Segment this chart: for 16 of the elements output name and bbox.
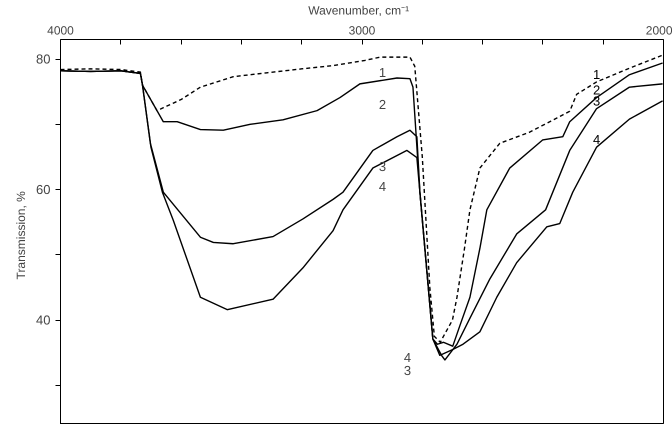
x-axis-title: Wavenumber, cm⁻¹ [308, 4, 410, 18]
y-tick-label: 40 [36, 312, 51, 328]
y-axis-title: Transmission, % [14, 190, 28, 280]
x-tick-label: 2000 [646, 24, 672, 38]
x-tick-label: 3000 [348, 24, 376, 38]
annotation: 3 [404, 363, 412, 378]
series-label: 1 [592, 66, 600, 82]
annotation: 1 [378, 65, 386, 80]
annotation: 3 [378, 159, 386, 174]
x-tick-label: 4000 [47, 24, 74, 38]
y-tick-label: 80 [36, 52, 51, 67]
annotation: 2 [378, 97, 386, 112]
annotation: 4 [404, 350, 412, 365]
series-label: 4 [592, 132, 600, 148]
y-tick-label: 60 [36, 182, 51, 198]
annotation: 4 [378, 179, 386, 194]
